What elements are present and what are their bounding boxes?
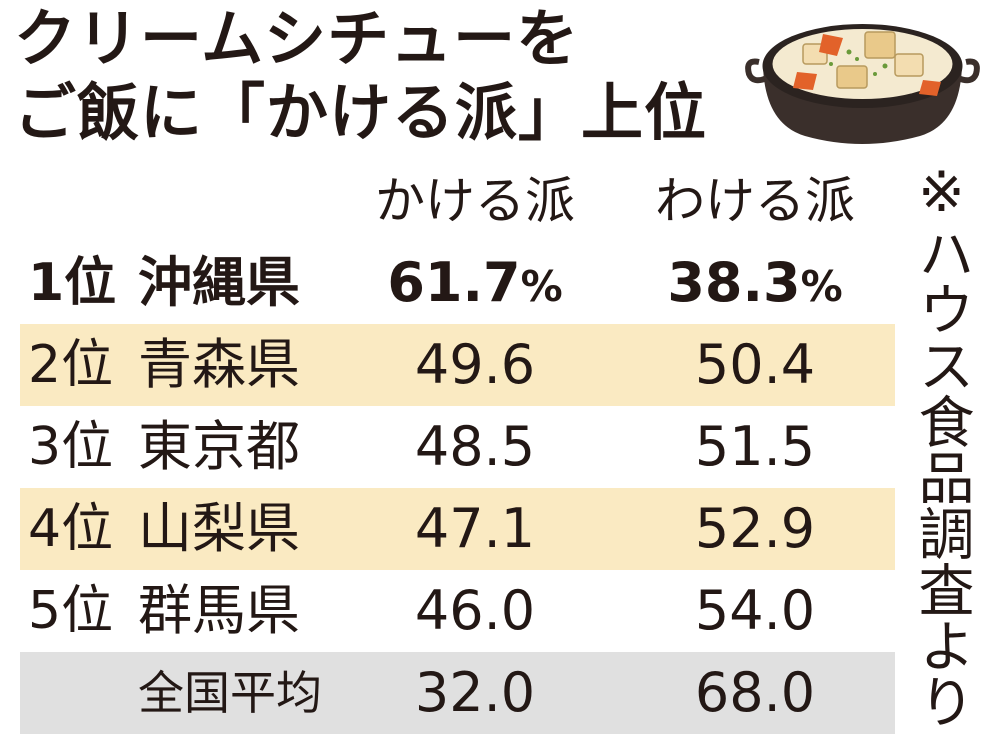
prefecture-name: 沖縄県 <box>138 251 300 314</box>
title-line-2: ご飯に「かける派」上位 <box>14 76 708 149</box>
cream-stew-pot-icon <box>745 24 980 144</box>
wakeru-value: 54.0 <box>694 579 816 642</box>
table-row: 3位 東京都 48.5 51.5 <box>20 406 895 488</box>
ranking-table: かける派 わける派 1位 沖縄県 61.7% 38.3% 2位 青森県 49.6… <box>0 160 895 750</box>
wakeru-value: 52.9 <box>694 497 816 560</box>
wakeru-value: 68.0 <box>694 661 816 724</box>
percent-sign: % <box>800 262 843 311</box>
kakeru-value: 46.0 <box>414 579 536 642</box>
wakeru-value: 50.4 <box>694 333 816 396</box>
kakeru-value: 49.6 <box>414 333 536 396</box>
table-row: 4位 山梨県 47.1 52.9 <box>20 488 895 570</box>
prefecture-name: 青森県 <box>138 333 300 396</box>
prefecture-name: 全国平均 <box>138 666 322 720</box>
wakeru-value: 51.5 <box>694 415 816 478</box>
percent-sign: % <box>520 262 563 311</box>
table-row: 1位 沖縄県 61.7% 38.3% <box>20 242 895 324</box>
kakeru-value: 61.7% <box>370 242 580 324</box>
header-kakeru: かける派 <box>375 172 575 230</box>
rank-label: 1位 <box>28 253 117 313</box>
header-wakeru: わける派 <box>655 172 855 230</box>
table-row-national-average: 全国平均 32.0 68.0 <box>20 652 895 734</box>
rank-label: 2位 <box>28 335 114 395</box>
wakeru-value: 38.3% <box>640 242 870 324</box>
wakeru-number: 38.3 <box>667 251 801 314</box>
rank-label: 4位 <box>28 499 114 559</box>
kakeru-value: 47.1 <box>414 497 536 560</box>
prefecture-name: 山梨県 <box>138 497 300 560</box>
prefecture-name: 東京都 <box>138 415 300 478</box>
kakeru-value: 48.5 <box>414 415 536 478</box>
prefecture-name: 群馬県 <box>138 579 300 642</box>
rank-label: 3位 <box>28 417 114 477</box>
table-row: 5位 群馬県 46.0 54.0 <box>20 570 895 652</box>
kakeru-value: 32.0 <box>414 661 536 724</box>
title-line-1: クリームシチューを <box>14 2 580 75</box>
source-note: ※ハウス食品調査より <box>909 160 974 729</box>
table-row: 2位 青森県 49.6 50.4 <box>20 324 895 406</box>
rank-label: 5位 <box>28 581 114 641</box>
kakeru-number: 61.7 <box>387 251 521 314</box>
